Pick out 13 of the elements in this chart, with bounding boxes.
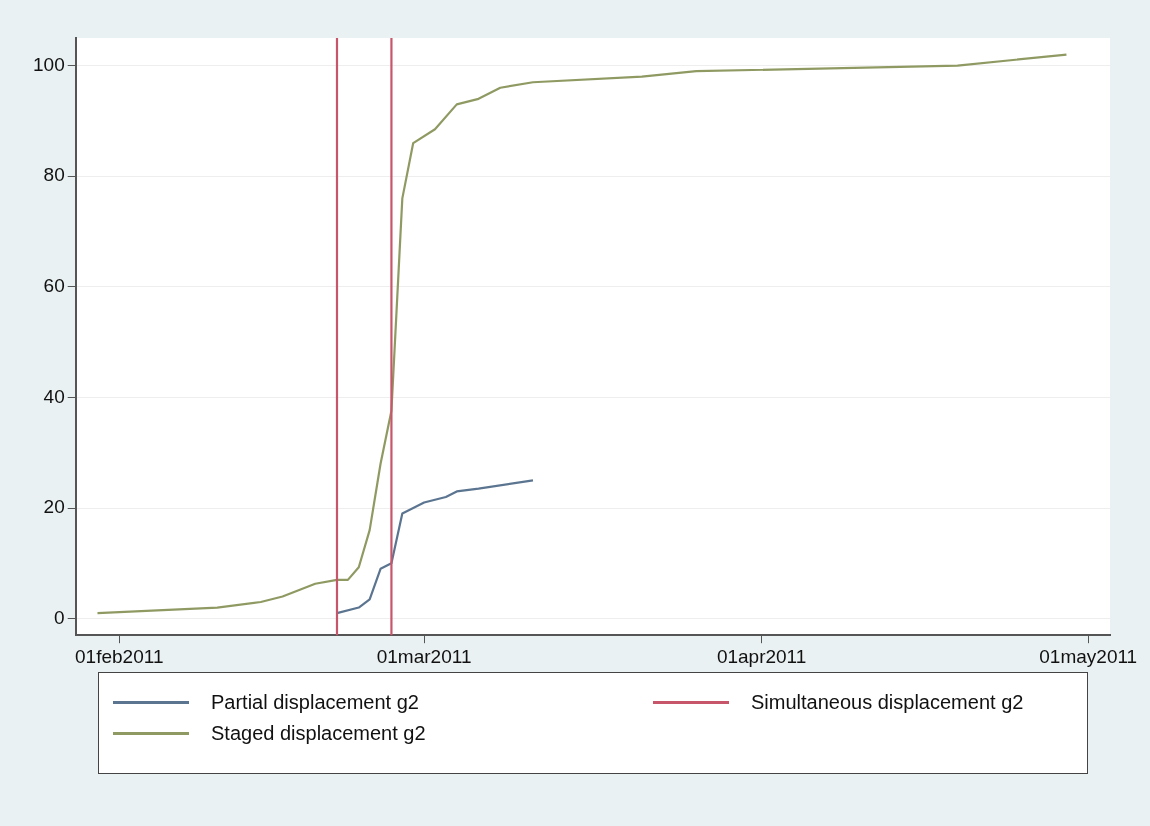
x-tick-label: 01apr2011 <box>716 645 807 667</box>
y-tick-label: 0 <box>54 606 65 628</box>
x-tick-label: 01mar2011 <box>376 645 472 667</box>
y-tick-label: 80 <box>43 164 65 186</box>
y-tick-label: 20 <box>43 496 65 518</box>
y-tick-label: 40 <box>43 385 65 407</box>
legend-label: Simultaneous displacement g2 <box>751 691 1024 714</box>
x-tick-label: 01feb2011 <box>75 645 164 667</box>
x-tick-label: 01may2011 <box>1039 645 1138 667</box>
legend-label: Staged displacement g2 <box>211 722 426 745</box>
y-tick-label: 60 <box>43 275 65 297</box>
legend-label: Partial displacement g2 <box>211 691 419 714</box>
y-tick-label: 100 <box>33 53 65 75</box>
